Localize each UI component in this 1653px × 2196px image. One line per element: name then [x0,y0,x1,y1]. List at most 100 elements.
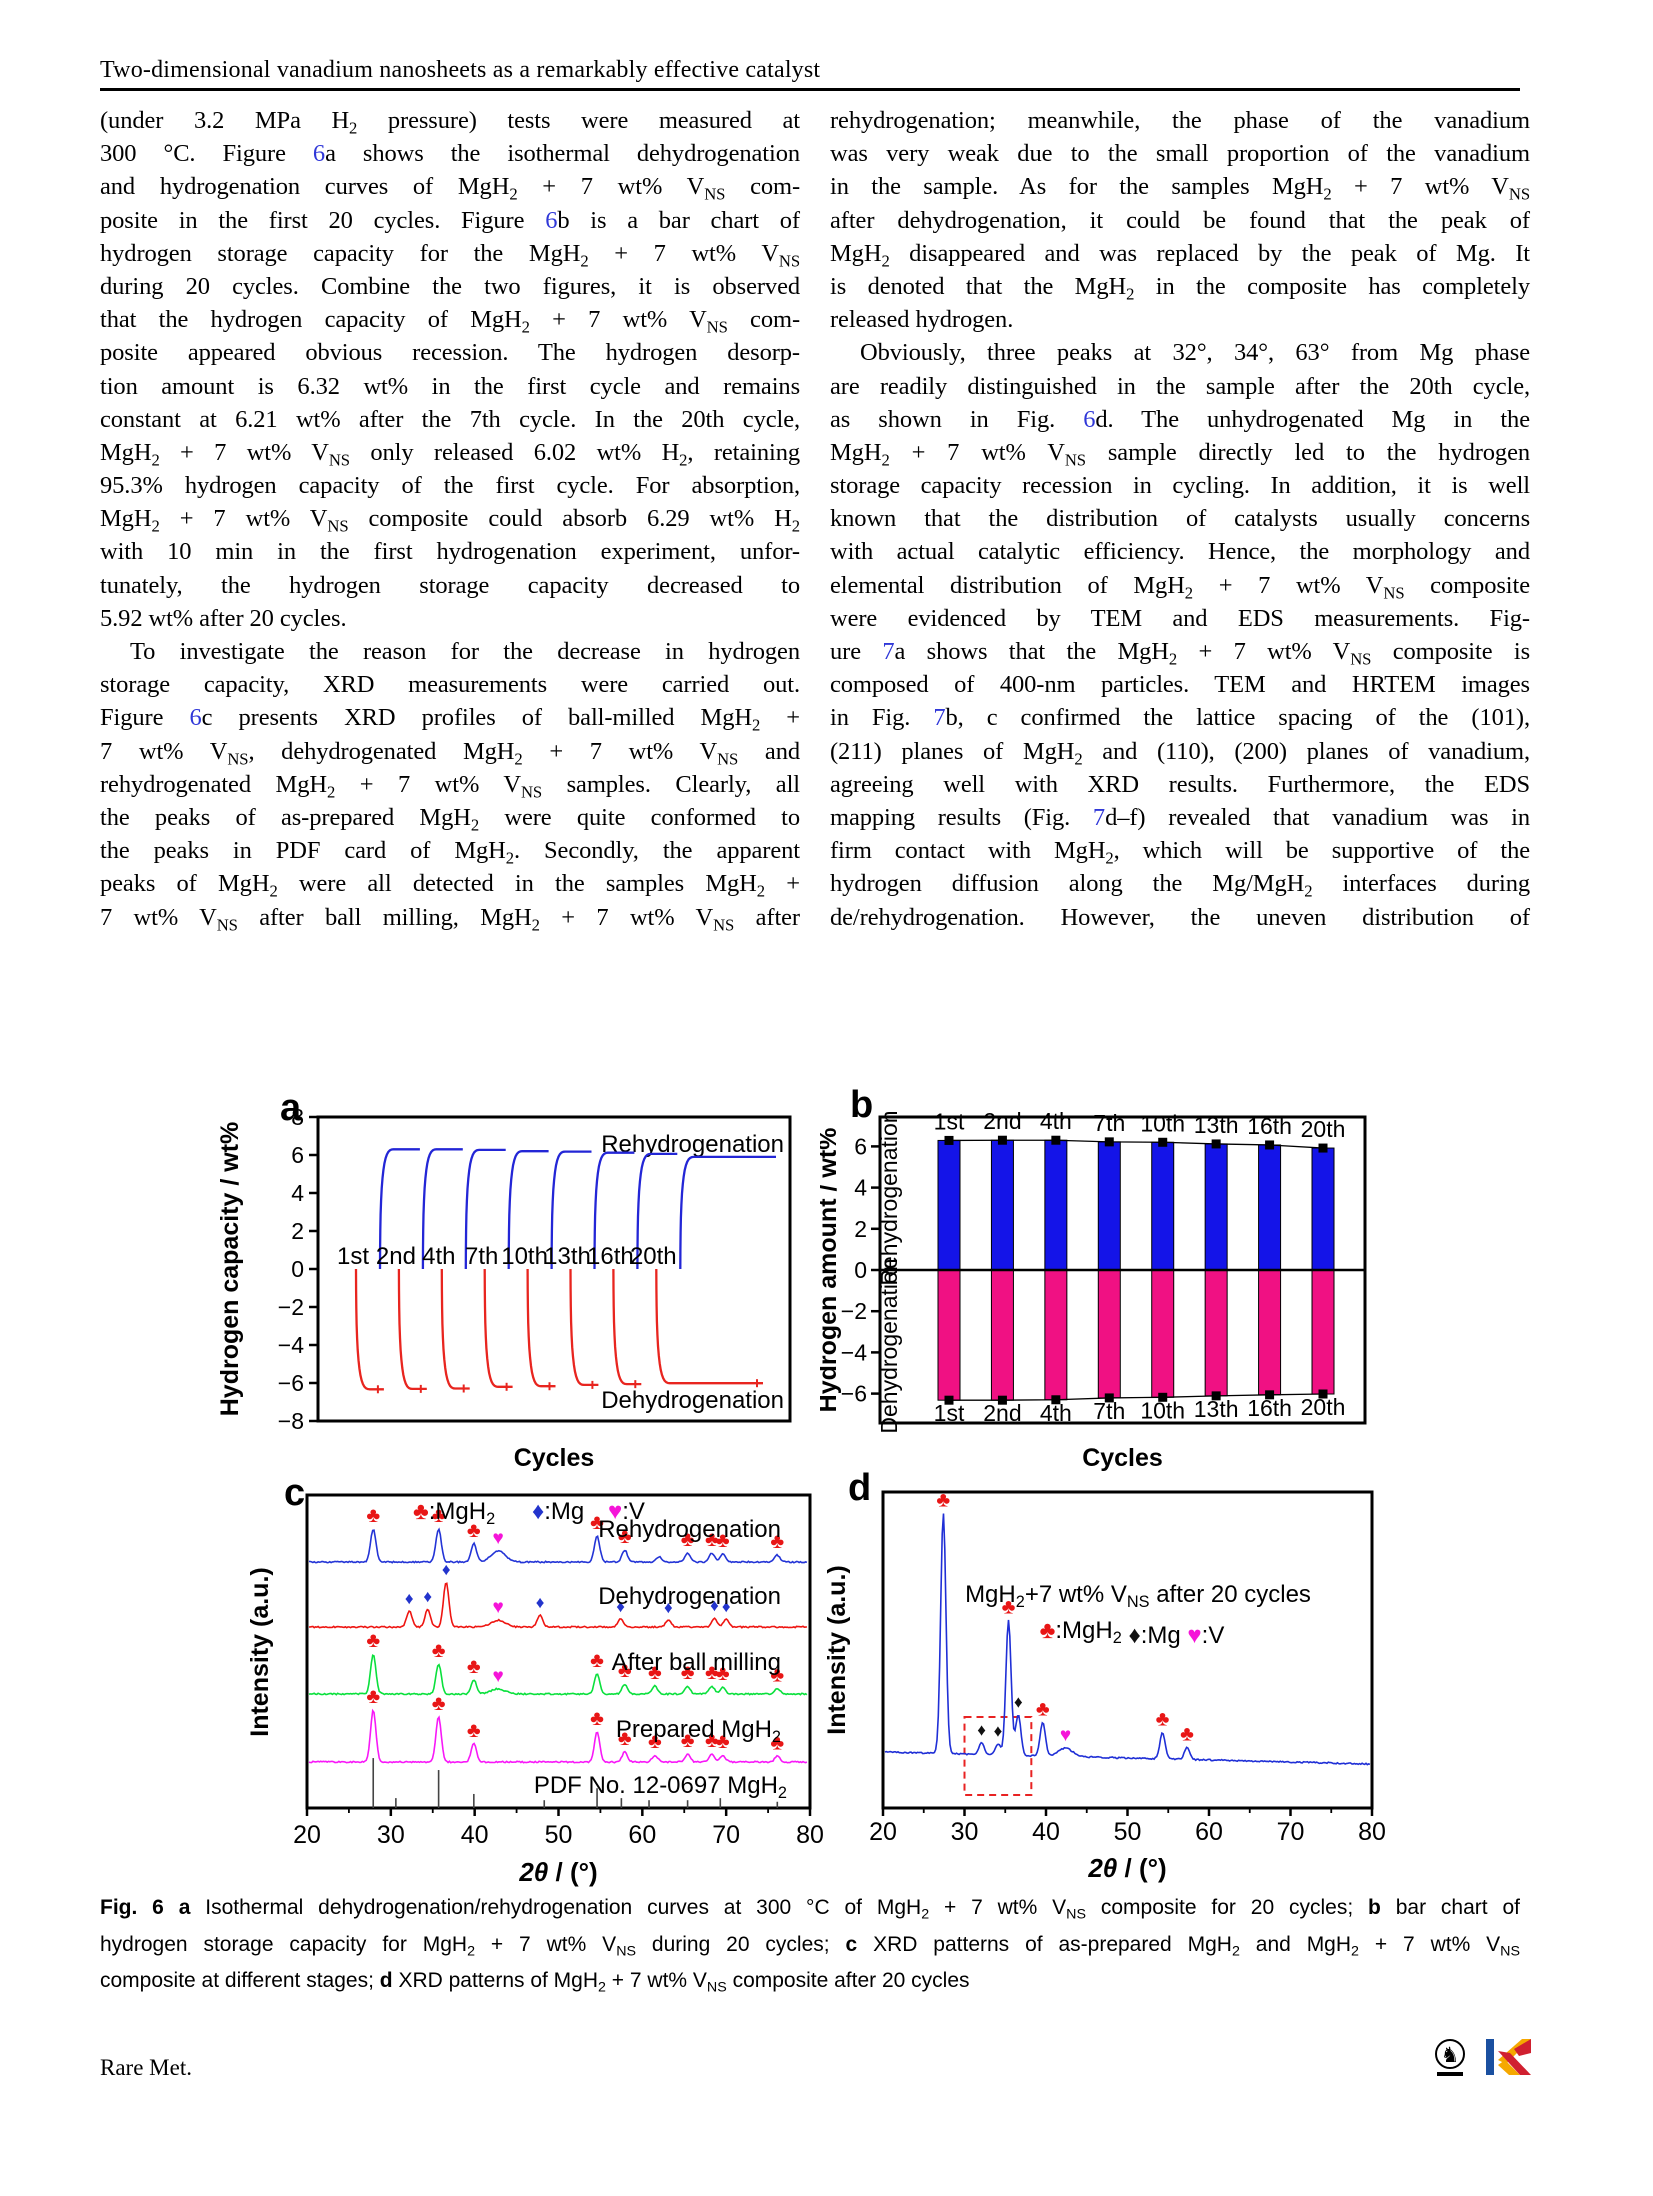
y-axis-label: Hydrogen amount / wt% [820,1128,842,1413]
text-line: rehydrogenated MgH2 + 7 wt% VNS samples.… [100,770,800,802]
x-tick-label: 40 [461,1821,489,1849]
dehydrogenation-bar [1204,1269,1228,1397]
heart-marker: ♥ [492,1597,503,1618]
text-line: storage capacity, XRD measurements were … [100,671,800,699]
caption-line: Fig. 6 a Isothermal dehydrogenation/rehy… [100,1896,1520,1923]
club-marker: ♣ [716,1529,730,1552]
club-marker: ♣ [770,1663,784,1686]
club-marker: ♣ [770,1731,784,1754]
x-tick-label: 60 [628,1821,656,1849]
diamond-marker: ♦ [616,1597,625,1616]
club-marker: ♣ [618,1659,632,1682]
diamond-marker: ♦ [442,1560,451,1579]
text-line: 5.92 wt% after 20 cycles. [100,604,347,632]
club-marker: ♣ [936,1488,950,1511]
rehydrogenation-curve [421,1148,463,1270]
y-axis-label: Intensity (a.u.) [246,1567,274,1736]
cycle-label: 20th [1301,1394,1346,1420]
rehydrogenation-label: Rehydrogenation [601,1131,784,1158]
cycle-label: 2nd [983,1108,1021,1134]
y-tick-label: 8 [291,1104,304,1130]
text-line: constant at 6.21 wt% after the 7th cycle… [100,405,800,433]
y-tick-label: −6 [278,1370,304,1396]
diamond-marker: ♦ [423,1587,432,1606]
cycle-label: 20th [1301,1116,1346,1142]
dehydrogenation-bar [1151,1269,1175,1398]
cycle-label: 7th [1093,1398,1125,1424]
text-line: ure 7a shows that the MgH2 + 7 wt% VNS c… [830,638,1530,669]
club-marker: ♣ [681,1729,695,1752]
dehydrogenation-bar [937,1269,961,1401]
club-marker: ♣ [618,1525,632,1548]
dehydrogenation-curve [655,1268,763,1385]
figure-reference[interactable]: 6 [1083,405,1096,433]
figure-reference[interactable]: 6 [312,140,326,168]
text-line: MgH2 + 7 wt% VNS only released 6.02 wt% … [100,438,800,470]
club-marker: ♣ [681,1661,695,1684]
figure-reference[interactable]: 7 [933,704,946,732]
caption-line: hydrogen storage capacity for MgH2 + 7 w… [100,1932,1520,1960]
publisher-logos: ♞ [1435,2039,1531,2076]
rehydrogenation-curve [550,1150,592,1270]
trace-label: Prepared MgH2 [616,1716,781,1746]
text-line: is denoted that the MgH2 in the composit… [830,272,1530,304]
cycle-label: 13th [544,1243,591,1270]
heart-marker: ♥ [492,1666,503,1687]
rehydrogenation-curve [507,1150,549,1270]
cycle-label: 7th [1093,1110,1125,1136]
text-line: released hydrogen. [830,306,1014,334]
text-line: hydrogen storage capacity for the MgH2 +… [100,239,801,271]
square-marker [1158,1392,1168,1402]
text-line: Obviously, three peaks at 32°, 34°, 63° … [860,339,1530,367]
text-line: the peaks of as-prepared MgH2 were quite… [100,803,801,835]
figure-panel-c-xrd-stages: ♣ ♣♣ ♥♣♣ ♣ ♣♣ ♣Rehydrogenation♦ ♦♦♥ ♦ ♦ ♦ ♦ ♦Dehydr… [246,1472,824,1887]
figure-reference[interactable]: 7 [1092,803,1106,831]
x-tick-label: 80 [796,1821,824,1849]
x-tick-label: 50 [1114,1818,1142,1846]
text-line: 7 wt% VNS, dehydrogenated MgH2 + 7 wt% V… [100,737,800,768]
club-marker: ♣ [648,1661,662,1684]
club-marker: ♣ [366,1629,380,1652]
xrd-trace [308,1708,808,1764]
square-marker [1104,1137,1114,1147]
dehydrogenation-curve [526,1268,556,1388]
cycle-label: 16th [1247,1395,1292,1421]
club-marker: ♣ [1180,1722,1194,1745]
y-tick-label: −6 [841,1381,867,1407]
x-tick-label: 20 [293,1821,321,1849]
club-marker: ♣ [467,1719,481,1742]
heart-marker: ♥ [1060,1725,1071,1746]
cycle-label: 10th [1140,1397,1185,1423]
figure-reference[interactable]: 6 [189,704,202,732]
y-tick-label: 2 [291,1218,304,1244]
text-line: the peaks in PDF card of MgH2. Secondly,… [100,837,800,868]
club-marker: ♣ [648,1730,662,1753]
y-tick-label: −2 [841,1298,867,1324]
journal-name: Rare Met. [100,2055,192,2080]
y-axis-label: Intensity (a.u.) [823,1565,851,1734]
text-line: tion amount is 6.32 wt% in the first cyc… [100,372,800,400]
square-marker [997,1135,1007,1145]
body-column-right: rehydrogenation; meanwhile, the phase of… [830,104,1530,934]
text-line: hydrogen diffusion along the Mg/MgH2 int… [830,870,1530,901]
heart-marker: ♥ [492,1528,503,1549]
panel-letter-c: c [284,1472,305,1514]
text-line: in the sample. As for the samples MgH2 +… [830,173,1530,204]
square-marker [997,1395,1007,1405]
figure-reference[interactable]: 7 [882,638,895,665]
dehydrogenation-curve [612,1268,642,1386]
text-line: To investigate the reason for the decrea… [130,638,800,665]
figure-caption: Fig. 6 a Isothermal dehydrogenation/rehy… [100,1893,1520,2003]
rehydrogenation-curve [464,1148,506,1270]
x-tick-label: 60 [1195,1818,1223,1846]
rehydrogenation-curve [378,1148,420,1270]
cycle-label: 1st [934,1108,965,1134]
text-line: (under 3.2 MPa H2 pressure) tests were m… [100,107,800,138]
x-axis-label: Cycles [1082,1444,1163,1472]
figure-reference[interactable]: 6 [545,206,558,234]
legend-item: ♥:V [608,1498,645,1525]
text-line: posite in the first 20 cycles. Figure 6b… [100,206,800,234]
text-line: were evidenced by TEM and EDS measuremen… [830,604,1530,632]
club-marker: ♣ [432,1504,446,1527]
